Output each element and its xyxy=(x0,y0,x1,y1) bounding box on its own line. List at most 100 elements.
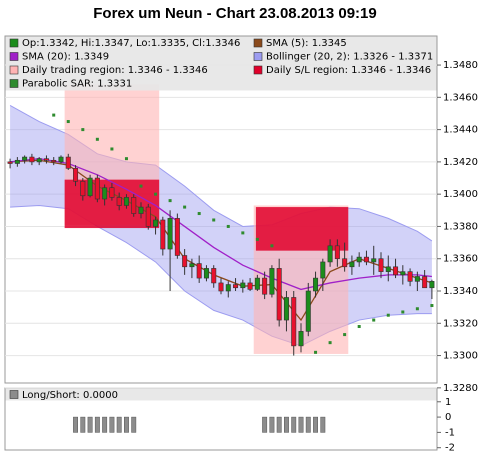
bar xyxy=(320,416,326,433)
y-tick-label: 1.3440 xyxy=(443,125,478,136)
candle-body xyxy=(305,290,311,332)
candle-body xyxy=(145,206,151,227)
candle-body xyxy=(29,156,35,163)
y-tick-label: 1 xyxy=(445,397,451,408)
candle-body xyxy=(349,261,355,268)
bar xyxy=(94,416,100,433)
sar-dot xyxy=(52,113,56,117)
candle-body xyxy=(233,284,239,289)
candle-body xyxy=(109,187,115,198)
sar-dot xyxy=(212,218,216,222)
bar xyxy=(80,416,86,433)
sar-dot xyxy=(81,128,85,132)
candle-body xyxy=(313,277,319,292)
candle-body xyxy=(262,277,268,295)
candle-body xyxy=(247,282,253,290)
legend-swatch xyxy=(253,38,263,48)
candle-body xyxy=(167,218,173,250)
sar-dot xyxy=(386,313,390,317)
candle-body xyxy=(138,206,144,214)
sar-dot xyxy=(154,192,158,196)
legend-swatch xyxy=(9,38,19,48)
candle-body xyxy=(320,261,326,279)
sar-dot xyxy=(95,137,99,141)
bar xyxy=(269,416,275,433)
sar-dot xyxy=(314,350,318,354)
bar xyxy=(87,416,93,433)
sar-dot xyxy=(372,318,376,322)
legend-swatch xyxy=(9,52,19,61)
bar xyxy=(131,416,137,433)
candle-body xyxy=(400,271,406,276)
sar-dot xyxy=(270,244,274,248)
candle-body xyxy=(116,197,122,206)
candle-body xyxy=(407,271,413,282)
candle-body xyxy=(65,156,71,169)
candle-body xyxy=(189,263,195,268)
candle-body xyxy=(94,177,100,200)
sar-dot xyxy=(124,157,128,161)
bar xyxy=(276,416,282,433)
line-series xyxy=(10,158,432,291)
candle-body xyxy=(80,180,86,197)
bar xyxy=(313,416,318,433)
sar-dot xyxy=(343,333,347,337)
y-tick-label: 1.3480 xyxy=(443,60,478,71)
legend-label: Daily S/L region: 1.3346 - 1.3346 xyxy=(266,65,431,76)
candle-body xyxy=(327,245,333,263)
region xyxy=(255,207,349,251)
chart-title: Forex um Neun - Chart 23.08.2013 09:19 xyxy=(93,5,376,22)
legend-swatch xyxy=(9,79,19,88)
legend-swatch xyxy=(9,390,19,399)
candle-body xyxy=(160,219,166,250)
sar-dot xyxy=(328,341,332,345)
candle-body xyxy=(371,258,377,263)
y-tick-label: -1 xyxy=(445,427,455,438)
candle-body xyxy=(269,268,275,295)
sar-dot xyxy=(183,205,187,209)
y-tick-label: 0 xyxy=(445,412,451,423)
bar xyxy=(262,416,268,433)
bar xyxy=(116,416,122,433)
candle-body xyxy=(51,159,57,163)
candle-body xyxy=(14,159,20,164)
candle-body xyxy=(240,282,246,289)
candle-body xyxy=(73,168,79,182)
sar-dot xyxy=(197,212,201,216)
candle-body xyxy=(58,156,64,163)
candle-body xyxy=(276,268,282,321)
sar-dot xyxy=(168,199,172,203)
candle-body xyxy=(414,276,420,282)
candle-body xyxy=(254,277,260,290)
legend-label: Bollinger (20, 2): 1.3326 - 1.3371 xyxy=(266,52,433,63)
y-tick-label: 1.3320 xyxy=(443,318,478,329)
legend-swatch xyxy=(253,65,263,75)
candle-body xyxy=(422,276,428,289)
bar xyxy=(102,416,108,433)
legend-box xyxy=(5,36,437,91)
candle-body xyxy=(363,256,369,263)
legend-swatch xyxy=(253,52,263,61)
candle-body xyxy=(298,331,304,347)
legend-label: SMA (20): 1.3349 xyxy=(22,52,109,63)
sar-dot xyxy=(226,224,230,228)
candle-body xyxy=(393,266,399,276)
candle-body xyxy=(36,158,42,163)
sar-dot xyxy=(430,304,434,308)
panel-header xyxy=(5,388,437,401)
sar-dot xyxy=(415,307,419,311)
sar-dot xyxy=(241,231,245,235)
candle-body xyxy=(7,161,13,164)
sar-dot xyxy=(66,120,70,124)
bar xyxy=(305,416,311,433)
bar xyxy=(124,416,129,433)
y-tick-label: 1.3460 xyxy=(443,92,478,103)
candle-body xyxy=(283,297,289,321)
legend-label: Op:1.3342, Hi:1.3347, Lo:1.3335, Cl:1.33… xyxy=(22,38,240,49)
candle-body xyxy=(87,177,93,197)
candle-body xyxy=(153,219,159,227)
candle-body xyxy=(196,263,202,279)
candle-body xyxy=(43,158,49,161)
sar-dot xyxy=(401,310,405,314)
